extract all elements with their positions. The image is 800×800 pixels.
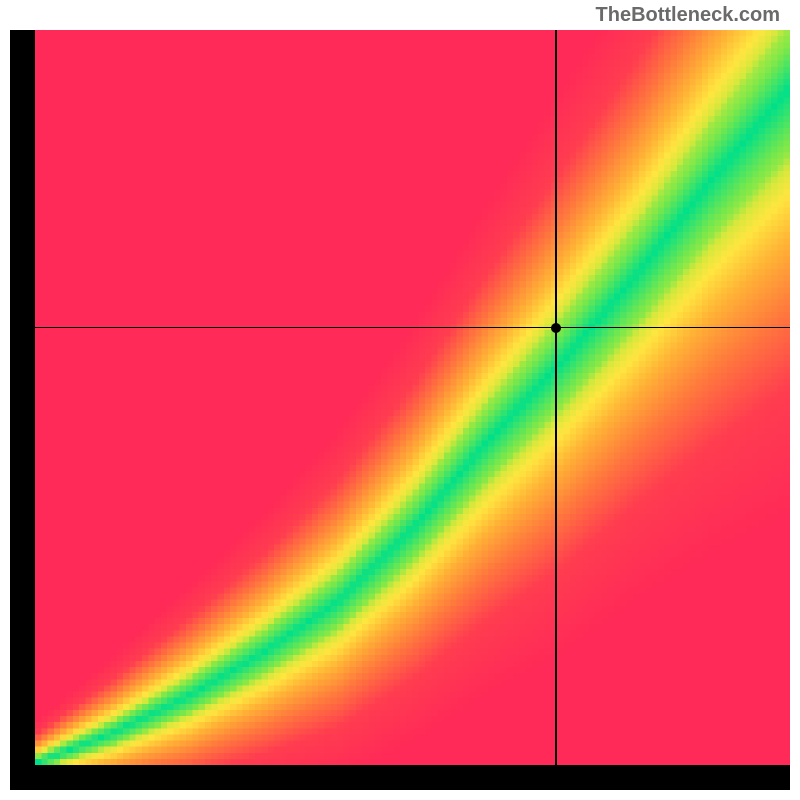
plot-area bbox=[35, 30, 790, 765]
chart-container: TheBottleneck.com bbox=[0, 0, 800, 800]
crosshair-horizontal bbox=[35, 327, 790, 329]
plot-outer-frame bbox=[10, 30, 790, 790]
crosshair-marker bbox=[551, 323, 561, 333]
watermark-text: TheBottleneck.com bbox=[596, 4, 780, 27]
heatmap-canvas bbox=[35, 30, 790, 765]
crosshair-vertical bbox=[555, 30, 557, 765]
